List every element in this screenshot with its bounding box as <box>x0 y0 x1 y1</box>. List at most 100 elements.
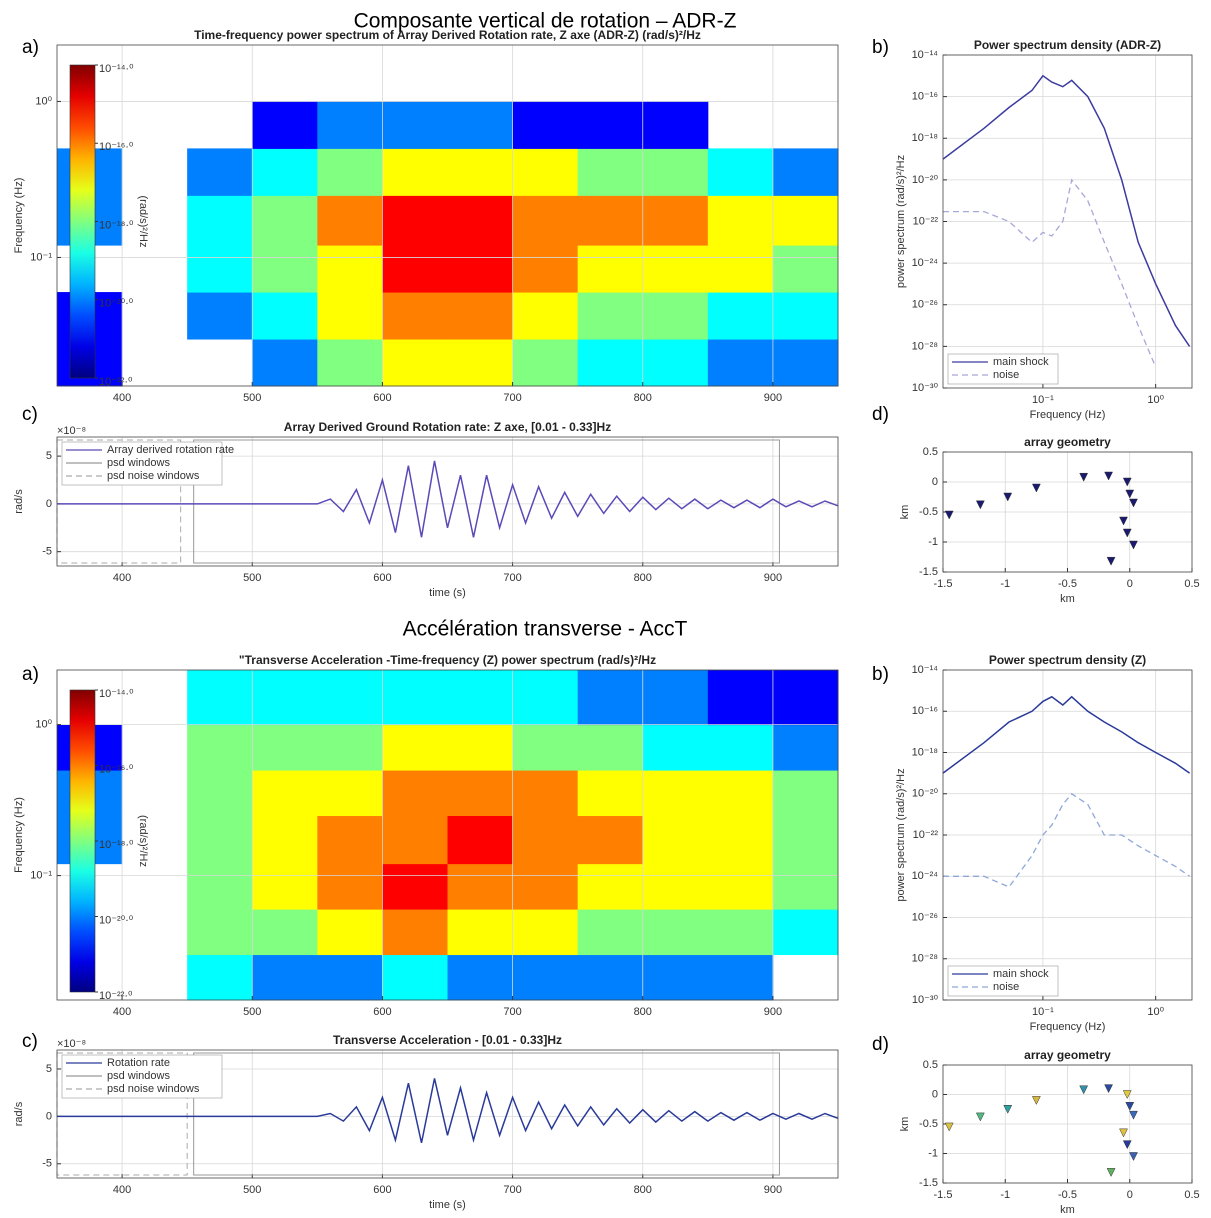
x-tick-label: 10⁻¹ <box>1032 394 1054 406</box>
y-tick-label: 10⁻²⁸ <box>912 340 938 352</box>
psd-window <box>193 1052 780 1176</box>
station-marker <box>1031 1096 1041 1105</box>
heatmap-cell <box>447 292 514 340</box>
heatmap-cell <box>187 292 253 340</box>
psd-window <box>193 439 780 564</box>
heatmap-cell <box>187 815 253 865</box>
x-tick-label: 400 <box>113 392 131 404</box>
colorbar-tick-label: 10⁻¹⁶·⁰ <box>99 763 134 775</box>
heatmap-cell <box>447 815 514 865</box>
x-axis-label: km <box>1060 1204 1075 1216</box>
station-marker <box>975 1112 985 1122</box>
colorbar <box>69 689 96 993</box>
colorbar-tick-label: 10⁻²⁰·⁰ <box>99 914 134 926</box>
heatmap-cell <box>382 815 448 865</box>
heatmap-cell <box>512 339 579 387</box>
axes-frame <box>56 436 839 567</box>
station-marker <box>1119 516 1128 526</box>
station-marker <box>1106 1168 1116 1177</box>
heatmap-cell <box>642 195 709 246</box>
y-axis-label: Frequency (Hz) <box>13 178 25 254</box>
y-tick-label: -1.5 <box>919 566 938 578</box>
heatmap-cell <box>317 863 383 910</box>
station-marker <box>944 1122 954 1132</box>
heatmap-cell <box>707 195 774 246</box>
y-tick-label: 10⁻³⁰ <box>912 382 939 394</box>
colorbar-tick-label: 10⁻¹⁶·⁰ <box>99 141 134 153</box>
x-tick-label: 500 <box>243 392 261 404</box>
heatmap-cell <box>707 148 774 196</box>
station-marker <box>1125 489 1135 499</box>
colorbar-tick-label: 10⁻¹⁸·⁰ <box>99 219 134 231</box>
heatmap-cell <box>577 292 644 340</box>
heatmap-cell <box>447 770 514 817</box>
chart-title: Time-frequency power spectrum of Array D… <box>194 28 701 42</box>
section-title: Composante vertical de rotation – ADR-Z <box>354 10 737 33</box>
heatmap-cell <box>382 670 448 726</box>
x-tick-label: 0 <box>1127 1189 1133 1201</box>
legend-label: noise <box>993 369 1019 381</box>
data-line <box>943 178 1157 368</box>
y-tick-label: 10⁻¹⁴ <box>912 49 939 61</box>
y-tick-label: 10⁻¹ <box>30 251 52 263</box>
y-axis-label: power spectrum (rad/s)²/Hz <box>895 155 907 288</box>
heatmap-cell <box>707 954 774 1001</box>
axes-frame <box>56 44 839 387</box>
heatmap-cell <box>317 770 383 817</box>
heatmap-cell <box>252 954 318 1001</box>
y-tick-label: 10⁻¹⁶ <box>912 705 938 717</box>
chart-title: array geometry <box>1024 1048 1111 1062</box>
x-tick-label: 700 <box>503 1184 521 1196</box>
heatmap-cell <box>577 245 644 293</box>
colorbar-tick-label: 10⁻¹⁸·⁰ <box>99 839 134 851</box>
heatmap-cell <box>707 815 774 865</box>
heatmap-cell <box>252 670 318 726</box>
heatmap-cell <box>317 195 383 246</box>
heatmap-cell <box>707 863 774 910</box>
y-tick-label: 0 <box>46 1110 52 1122</box>
chart-title: Power spectrum density (Z) <box>989 653 1146 667</box>
heatmap-cell <box>577 909 644 956</box>
y-tick-label: 5 <box>46 450 52 462</box>
x-tick-label: 500 <box>243 1006 261 1018</box>
heatmap-cell <box>447 724 514 771</box>
heatmap-cell <box>382 148 448 196</box>
legend-label: main shock <box>993 968 1049 980</box>
heatmap-cell <box>317 148 383 196</box>
station-marker <box>1079 472 1089 482</box>
heatmap-cell <box>707 909 774 956</box>
heatmap-cell <box>707 670 774 726</box>
y-tick-label: -1 <box>928 536 938 548</box>
heatmap-cell <box>512 770 579 817</box>
y-tick-label: 10⁻²⁶ <box>912 299 938 311</box>
heatmap-cell <box>642 292 709 340</box>
y-tick-label: 10⁻²⁸ <box>912 953 938 965</box>
heatmap-cell <box>382 909 448 956</box>
station-marker <box>1129 498 1138 508</box>
y-tick-label: 5 <box>46 1063 52 1075</box>
heatmap-cell <box>772 339 839 387</box>
x-tick-label: 700 <box>503 572 521 584</box>
legend-label: psd windows <box>107 457 170 469</box>
x-tick-label: 500 <box>243 572 261 584</box>
station-marker <box>1129 1152 1138 1162</box>
panel-label: b) <box>872 37 889 58</box>
x-axis-label: time (s) <box>429 587 466 599</box>
panel-label: c) <box>22 1031 38 1052</box>
heatmap-cell <box>772 245 839 293</box>
heatmap-cell <box>252 863 318 910</box>
heatmap-cell <box>642 339 709 387</box>
station-marker <box>1079 1085 1089 1095</box>
heatmap-cell <box>317 724 383 771</box>
y-axis-label: power spectrum (rad/s)²/Hz <box>895 768 907 901</box>
legend-label: main shock <box>993 356 1049 368</box>
legend-label: Rotation rate <box>107 1057 170 1069</box>
heatmap-cell <box>382 245 448 293</box>
x-tick-label: 400 <box>113 572 131 584</box>
y-tick-label: 0 <box>932 1088 938 1100</box>
x-tick-label: 800 <box>634 1006 652 1018</box>
y-tick-label: 10⁻¹ <box>30 870 52 882</box>
heatmap-cell <box>512 724 579 771</box>
x-tick-label: 0.5 <box>1184 1189 1199 1201</box>
